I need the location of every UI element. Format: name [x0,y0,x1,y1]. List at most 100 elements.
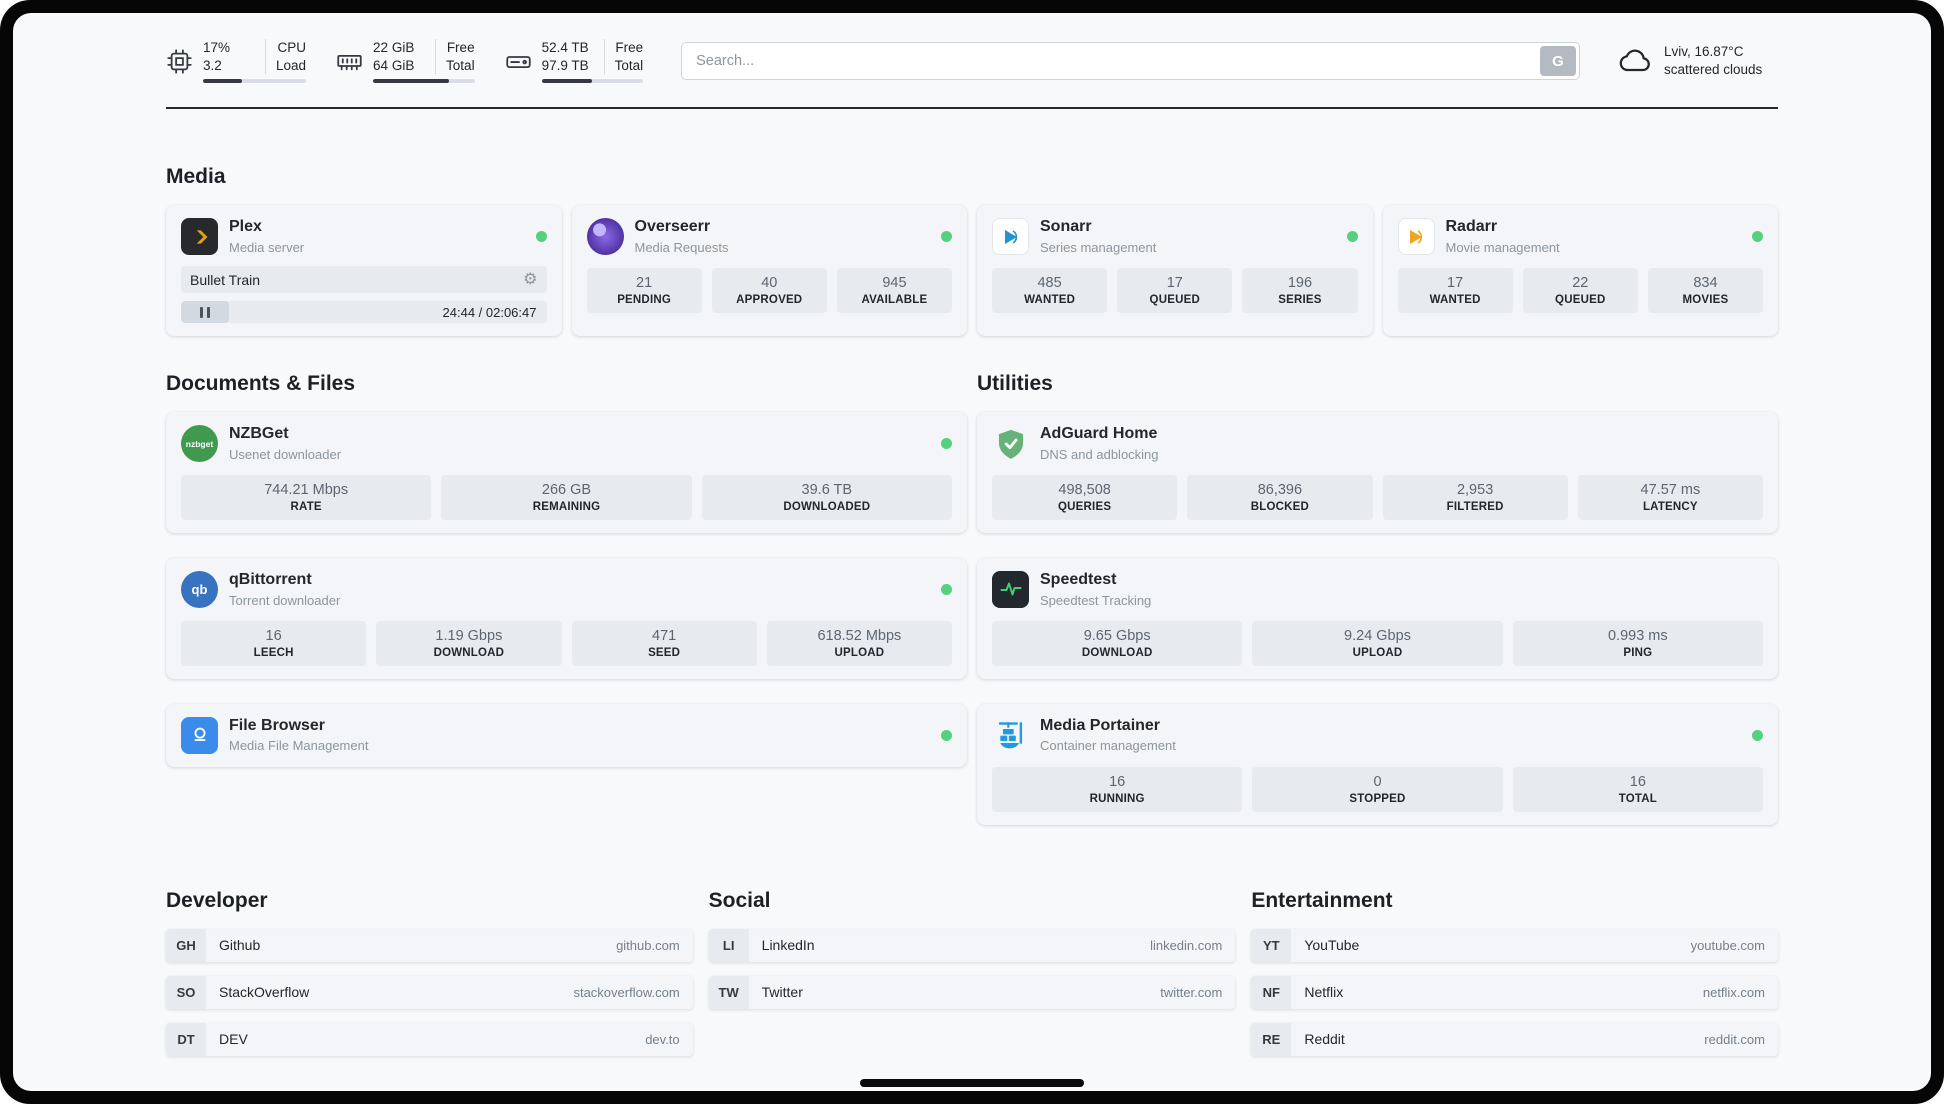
cloud-icon [1618,43,1654,79]
cpu-clock-value: 3.2 [203,57,222,73]
stat-tile: 471 SEED [571,620,757,666]
app-card-portainer[interactable]: Media Portainer Container management 16 … [977,703,1778,825]
app-subtitle: Torrent downloader [229,592,341,608]
adguard-icon [992,425,1029,462]
cpu-icon [166,48,193,75]
home-indicator [860,1079,1084,1087]
app-card-adguard[interactable]: AdGuard Home DNS and adblocking 498,508 … [977,412,1778,533]
stat-tile: 0.993 ms PING [1512,620,1763,666]
stat-label: MOVIES [1682,293,1729,306]
bookmark-dev[interactable]: DT DEV dev.to [166,1022,693,1056]
app-subtitle: Speedtest Tracking [1040,592,1152,608]
bookmark-twitter[interactable]: TW Twitter twitter.com [708,975,1236,1009]
disk-progress-fill [541,79,593,84]
bookmark-github[interactable]: GH Github github.com [166,928,693,962]
section-utilities: Utilities AdGuard Home DNS and adblockin… [977,372,1778,825]
app-card-sonarr[interactable]: Sonarr Series management 485 WANTED 17 Q… [977,205,1373,337]
stat-tile: 47.57 ms LATENCY [1577,475,1763,520]
stat-label: QUEUED [1555,293,1606,306]
stat-tile: 1.19 Gbps DOWNLOAD [376,620,562,666]
stat-label: AVAILABLE [861,293,928,306]
metric-divider [603,39,605,75]
stat-label: LATENCY [1642,500,1698,513]
section-title-developer: Developer [166,888,268,912]
bookmark-netflix[interactable]: NF Netflix netflix.com [1251,975,1778,1009]
stat-value: 86,396 [1257,482,1303,499]
cpu-load-label: Load [276,57,307,73]
bookmark-url: netflix.com [1702,984,1765,1000]
ram-metric: 22 GiB 64 GiB Free Total [336,39,475,84]
overseerr-icon [586,218,624,256]
app-card-speedtest[interactable]: Speedtest Speedtest Tracking 9.65 Gbps D… [977,557,1778,679]
ram-free-value: 22 GiB [373,40,415,55]
stat-tile: 485 WANTED [992,268,1108,313]
stat-tile: 834 MOVIES [1647,268,1764,313]
stat-label: DOWNLOAD [1081,646,1153,659]
nzbget-icon: nzbget [181,425,218,463]
stat-label: SERIES [1278,293,1322,306]
bookmark-linkedin[interactable]: LI LinkedIn linkedin.com [708,928,1236,962]
stat-tile: 16 LEECH [181,620,367,666]
app-name: Plex [229,218,262,236]
stat-tile: 17 WANTED [1397,268,1513,313]
search-engine-button[interactable]: G [1540,46,1576,77]
stat-value: 9.24 Gbps [1344,627,1411,644]
stat-value: 16 [1629,773,1646,790]
stat-value: 266 GB [541,482,592,499]
portainer-icon [992,717,1029,754]
plex-icon [181,218,218,256]
stat-label: FILTERED [1446,500,1504,513]
stat-value: 196 [1287,275,1313,292]
cpu-usage-value: 17% [203,40,231,55]
bookmark-url: twitter.com [1160,984,1223,1000]
stat-label: QUEUED [1149,293,1200,306]
stat-value: 471 [652,627,677,644]
bookmark-name: YouTube [1304,937,1360,954]
app-card-filebrowser[interactable]: File Browser Media File Management [166,703,967,767]
stat-value: 618.52 Mbps [817,627,902,644]
bookmark-badge: NF [1251,975,1292,1009]
stat-label: STOPPED [1349,792,1406,805]
stat-label: WANTED [1429,293,1481,306]
app-subtitle: Media Requests [634,239,729,255]
bookmark-badge: YT [1251,928,1292,962]
speedtest-icon [992,570,1029,608]
disk-total-label: Total [614,57,644,73]
bookmark-url: github.com [616,937,680,953]
stat-value: 39.6 TB [801,482,853,499]
stat-value: 744.21 Mbps [264,482,349,499]
now-playing-row: Bullet Train ⚙ [181,266,547,294]
ram-total-label: Total [446,57,475,73]
app-subtitle: Usenet downloader [229,446,342,462]
app-name: Radarr [1445,218,1498,236]
cpu-metric: 17% 3.2 CPU Load [166,39,307,84]
stat-label: PING [1623,646,1653,659]
app-card-radarr[interactable]: Radarr Movie management 17 WANTED 22 QUE… [1382,205,1778,337]
stat-tile: 16 RUNNING [992,766,1243,812]
cpu-progress-fill [203,79,243,84]
bookmark-youtube[interactable]: YT YouTube youtube.com [1251,928,1778,962]
bookmark-name: DEV [219,1031,248,1048]
bookmark-stackoverflow[interactable]: SO StackOverflow stackoverflow.com [166,975,693,1009]
app-card-overseerr[interactable]: Overseerr Media Requests 21 PENDING 40 A… [571,205,967,337]
stat-tile: 618.52 Mbps UPLOAD [766,620,952,666]
status-online-dot [1752,729,1763,741]
playback-progress-bar[interactable]: 24:44 / 02:06:47 [181,301,547,324]
gear-icon[interactable]: ⚙ [523,270,538,288]
app-card-qbittorrent[interactable]: qb qBittorrent Torrent downloader 16 LEE… [166,557,967,679]
now-playing-title: Bullet Train [190,271,261,288]
app-name: AdGuard Home [1040,425,1158,443]
app-card-plex[interactable]: Plex Media server Bullet Train ⚙ 24:44 /… [166,205,562,337]
ram-progress-fill [373,79,450,84]
pause-button[interactable] [181,301,229,324]
app-card-nzbget[interactable]: nzbget NZBGet Usenet downloader 744.21 M… [166,412,967,533]
bookmark-name: Github [219,937,261,954]
bookmark-reddit[interactable]: RE Reddit reddit.com [1251,1022,1778,1056]
bookmark-badge: DT [166,1022,206,1056]
sonarr-icon [992,218,1029,256]
search-input[interactable] [681,42,1580,81]
ram-total-value: 64 GiB [373,57,415,73]
header-divider [166,107,1778,110]
metric-divider [435,39,437,75]
